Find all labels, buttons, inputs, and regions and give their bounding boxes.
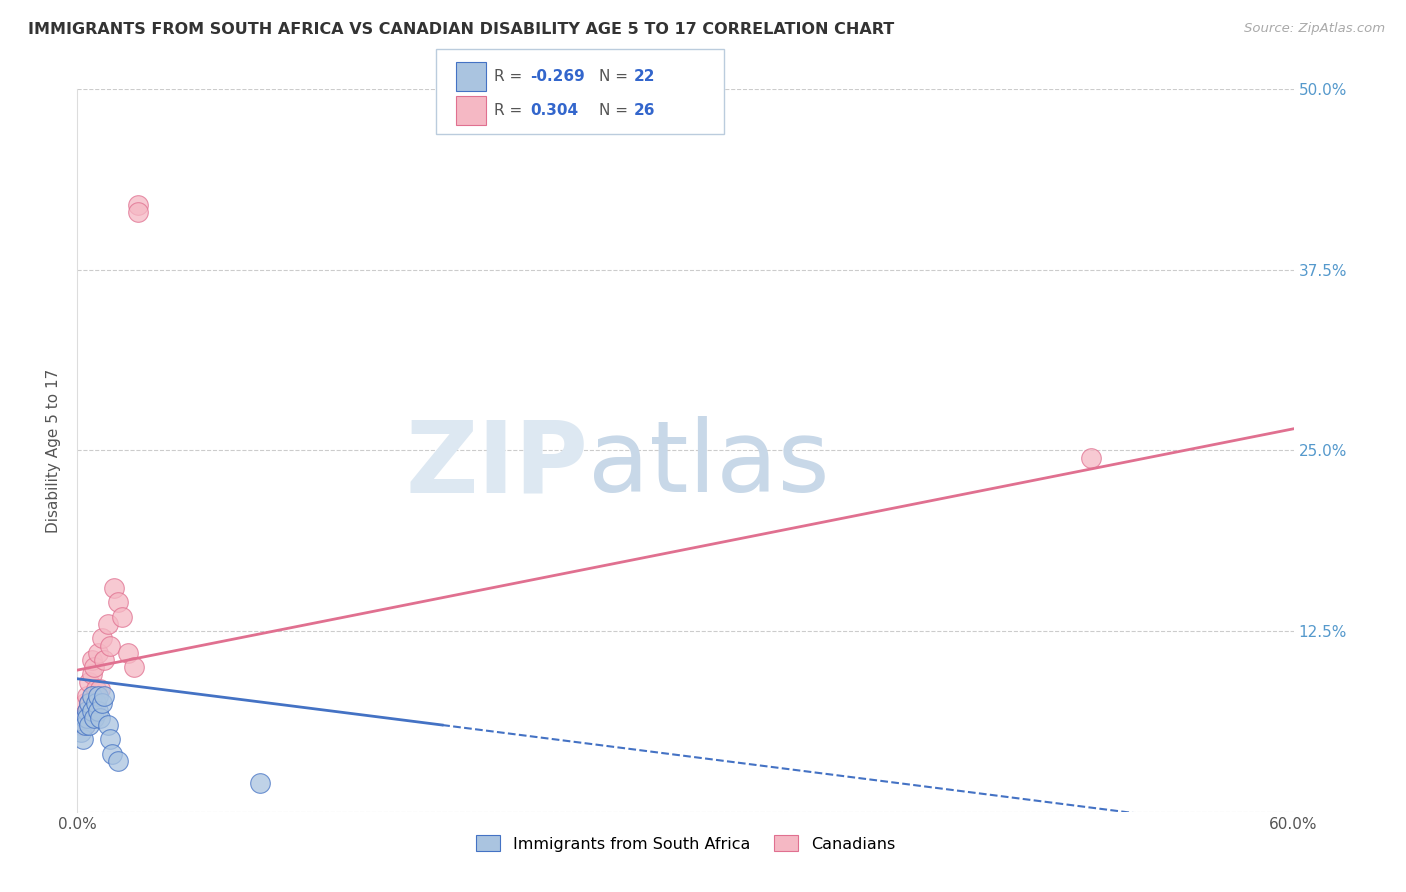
Point [127,205,149,219]
Legend: Immigrants from South Africa, Canadians: Immigrants from South Africa, Canadians [470,829,901,858]
Point [79,696,101,710]
Point [76,689,98,703]
Point [93,689,115,703]
Point [86,646,108,660]
Point [89,681,111,696]
Point [80,653,103,667]
Point [72,711,94,725]
Point [127,198,149,212]
Point [70,718,93,732]
Point [89,711,111,725]
Point [80,667,103,681]
Point [79,696,101,710]
Point [79,674,101,689]
Point [84,681,107,696]
Point [72,732,94,747]
Point [79,718,101,732]
Point [98,732,121,747]
Y-axis label: Disability Age 5 to 17: Disability Age 5 to 17 [46,368,62,533]
Text: 22: 22 [634,69,655,84]
Text: Source: ZipAtlas.com: Source: ZipAtlas.com [1244,22,1385,36]
Text: -0.269: -0.269 [530,69,585,84]
Point [75,718,97,732]
Point [84,696,107,710]
Text: 0.304: 0.304 [530,103,578,118]
Point [83,660,105,674]
Point [93,653,115,667]
Point [80,704,103,718]
Point [111,609,134,624]
Point [75,711,97,725]
Point [80,689,103,703]
Point [70,725,93,739]
Point [122,660,145,674]
Text: 26: 26 [634,103,655,118]
Text: atlas: atlas [588,417,830,514]
Point [107,595,129,609]
Point [83,711,105,725]
Point [75,718,97,732]
Point [97,616,120,631]
Point [90,696,112,710]
Text: N =: N = [599,103,633,118]
Text: N =: N = [599,69,633,84]
Text: ZIP: ZIP [405,417,588,514]
Point [1080,450,1102,465]
Point [101,747,124,761]
Point [75,696,97,710]
Point [76,704,98,718]
Point [76,704,98,718]
Text: IMMIGRANTS FROM SOUTH AFRICA VS CANADIAN DISABILITY AGE 5 TO 17 CORRELATION CHAR: IMMIGRANTS FROM SOUTH AFRICA VS CANADIAN… [28,22,894,37]
Text: R =: R = [494,69,527,84]
Point [76,711,98,725]
Text: R =: R = [494,103,527,118]
Point [107,754,129,768]
Point [86,689,108,703]
Point [103,581,125,595]
Point [249,776,271,790]
Point [86,704,108,718]
Point [90,632,112,646]
Point [98,639,121,653]
Point [97,718,120,732]
Point [117,646,139,660]
